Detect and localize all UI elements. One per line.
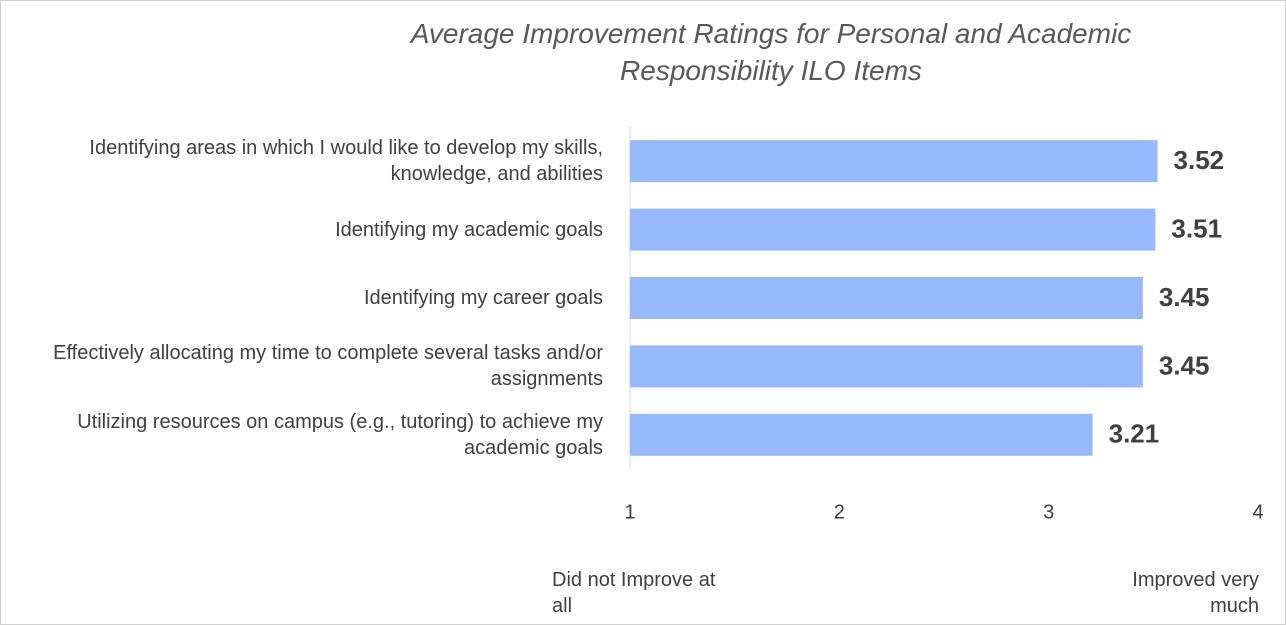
category-label: Identifying my academic goals	[335, 218, 603, 241]
value-label: 3.52	[1174, 145, 1225, 175]
bar	[630, 140, 1158, 183]
bar	[630, 208, 1156, 251]
bar	[630, 277, 1143, 319]
value-label: 3.21	[1109, 419, 1160, 449]
bar	[630, 345, 1143, 388]
category-label: Effectively allocating my time to comple…	[53, 342, 603, 391]
x-tick-label: 2	[834, 501, 845, 523]
value-label: 3.51	[1171, 213, 1222, 243]
x-tick-label: 1	[624, 501, 635, 523]
axis-note: Improved very much	[1132, 569, 1259, 617]
category-label: Identifying my career goals	[363, 287, 603, 309]
x-tick-label: 4	[1252, 501, 1263, 523]
value-label: 3.45	[1159, 282, 1210, 312]
x-tick-label: 3	[1043, 501, 1054, 523]
bar	[630, 413, 1093, 456]
category-label: Identifying areas in which I would like …	[89, 137, 603, 186]
value-label: 3.45	[1159, 350, 1210, 380]
chart-title: Average Improvement Ratings for Personal…	[410, 18, 1132, 86]
axis-note: Did not Improve at all	[552, 569, 716, 617]
category-label: Utilizing resources on campus (e.g., tut…	[77, 410, 603, 459]
